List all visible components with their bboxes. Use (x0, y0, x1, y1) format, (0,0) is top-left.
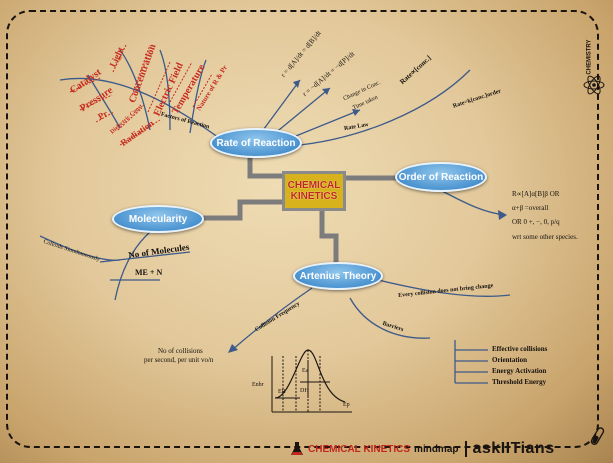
me-n-label: ME + N (135, 268, 163, 277)
graph-ep-label: Ep (343, 402, 350, 408)
energy-profile-graph (271, 349, 352, 413)
graph-er-label: ER (278, 389, 286, 395)
test-tube-icon (590, 427, 605, 446)
order-line-1: R∝[A]α[B]β OR (512, 190, 560, 198)
flask-icon (291, 442, 303, 455)
no-collisions-line-1: No of collisions (158, 347, 203, 355)
link-center-molecularity (203, 199, 286, 221)
line-order (439, 189, 506, 216)
dashed-border (6, 10, 599, 448)
graph-y-label: Enbr (252, 382, 264, 388)
footer-title: CHEMICAL KINETICS (308, 443, 411, 455)
node-molecularity[interactable]: Molecularity (112, 205, 204, 233)
node-order-of-reaction[interactable]: Order of Reaction (395, 162, 487, 192)
node-rate-of-reaction[interactable]: Rate of Reaction (210, 128, 302, 158)
line-rate-law (289, 69, 471, 147)
line-barriers (349, 297, 431, 339)
center-line-1: CHEMICAL (287, 180, 341, 191)
center-topic[interactable]: CHEMICAL KINETICS (282, 171, 346, 211)
barrier-orientation: Orientation (492, 356, 527, 364)
footer-brand: CHEMICAL KINETICS mindmap askIITians (290, 439, 555, 459)
barrier-effective-collisions: Effective collisions (492, 345, 548, 353)
node-arrhenius-theory[interactable]: Artenius Theory (293, 262, 383, 290)
line-collision-freq (231, 287, 313, 351)
graph-dh-label: DH (300, 388, 309, 394)
line-molecularity (114, 231, 151, 301)
graph-ea-label: Ea (302, 368, 309, 374)
link-center-arrhenius (319, 208, 339, 265)
no-collisions-line-2: per second, per unit vo/n (144, 356, 214, 364)
footer-divider (464, 441, 467, 457)
order-line-2: α+β =overall (512, 204, 549, 212)
atom-icon (583, 75, 605, 95)
line-every-collision (377, 279, 511, 297)
center-line-2: KINETICS (290, 191, 338, 202)
barrier-energy-activation: Energy Activation (492, 367, 547, 375)
footer-mindmap: mindmap (414, 443, 459, 455)
line-change-conc (285, 109, 361, 141)
order-line-3: OR 0 +, −, 0, p/q (512, 218, 560, 226)
order-line-4: wrt some other species. (512, 233, 578, 241)
line-factors (59, 77, 223, 141)
footer-brand-name[interactable]: askIITians (472, 440, 555, 457)
barrier-threshold-energy: Threshold Energy (492, 378, 547, 386)
